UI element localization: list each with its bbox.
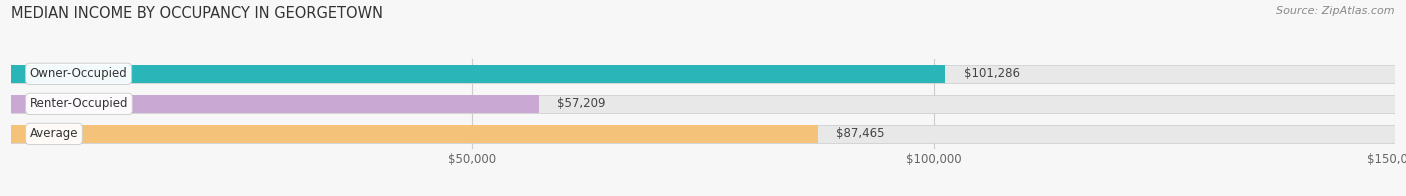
- Bar: [11, 125, 1395, 143]
- Text: Renter-Occupied: Renter-Occupied: [30, 97, 128, 110]
- Bar: [11, 65, 1395, 83]
- Text: MEDIAN INCOME BY OCCUPANCY IN GEORGETOWN: MEDIAN INCOME BY OCCUPANCY IN GEORGETOWN: [11, 6, 384, 21]
- Bar: [11, 65, 945, 83]
- Bar: [11, 95, 538, 113]
- Text: $57,209: $57,209: [557, 97, 606, 110]
- Text: Average: Average: [30, 127, 79, 140]
- Text: Owner-Occupied: Owner-Occupied: [30, 67, 128, 80]
- Text: $101,286: $101,286: [965, 67, 1019, 80]
- Text: $87,465: $87,465: [837, 127, 884, 140]
- Text: Source: ZipAtlas.com: Source: ZipAtlas.com: [1277, 6, 1395, 16]
- Bar: [11, 125, 818, 143]
- Bar: [11, 95, 1395, 113]
